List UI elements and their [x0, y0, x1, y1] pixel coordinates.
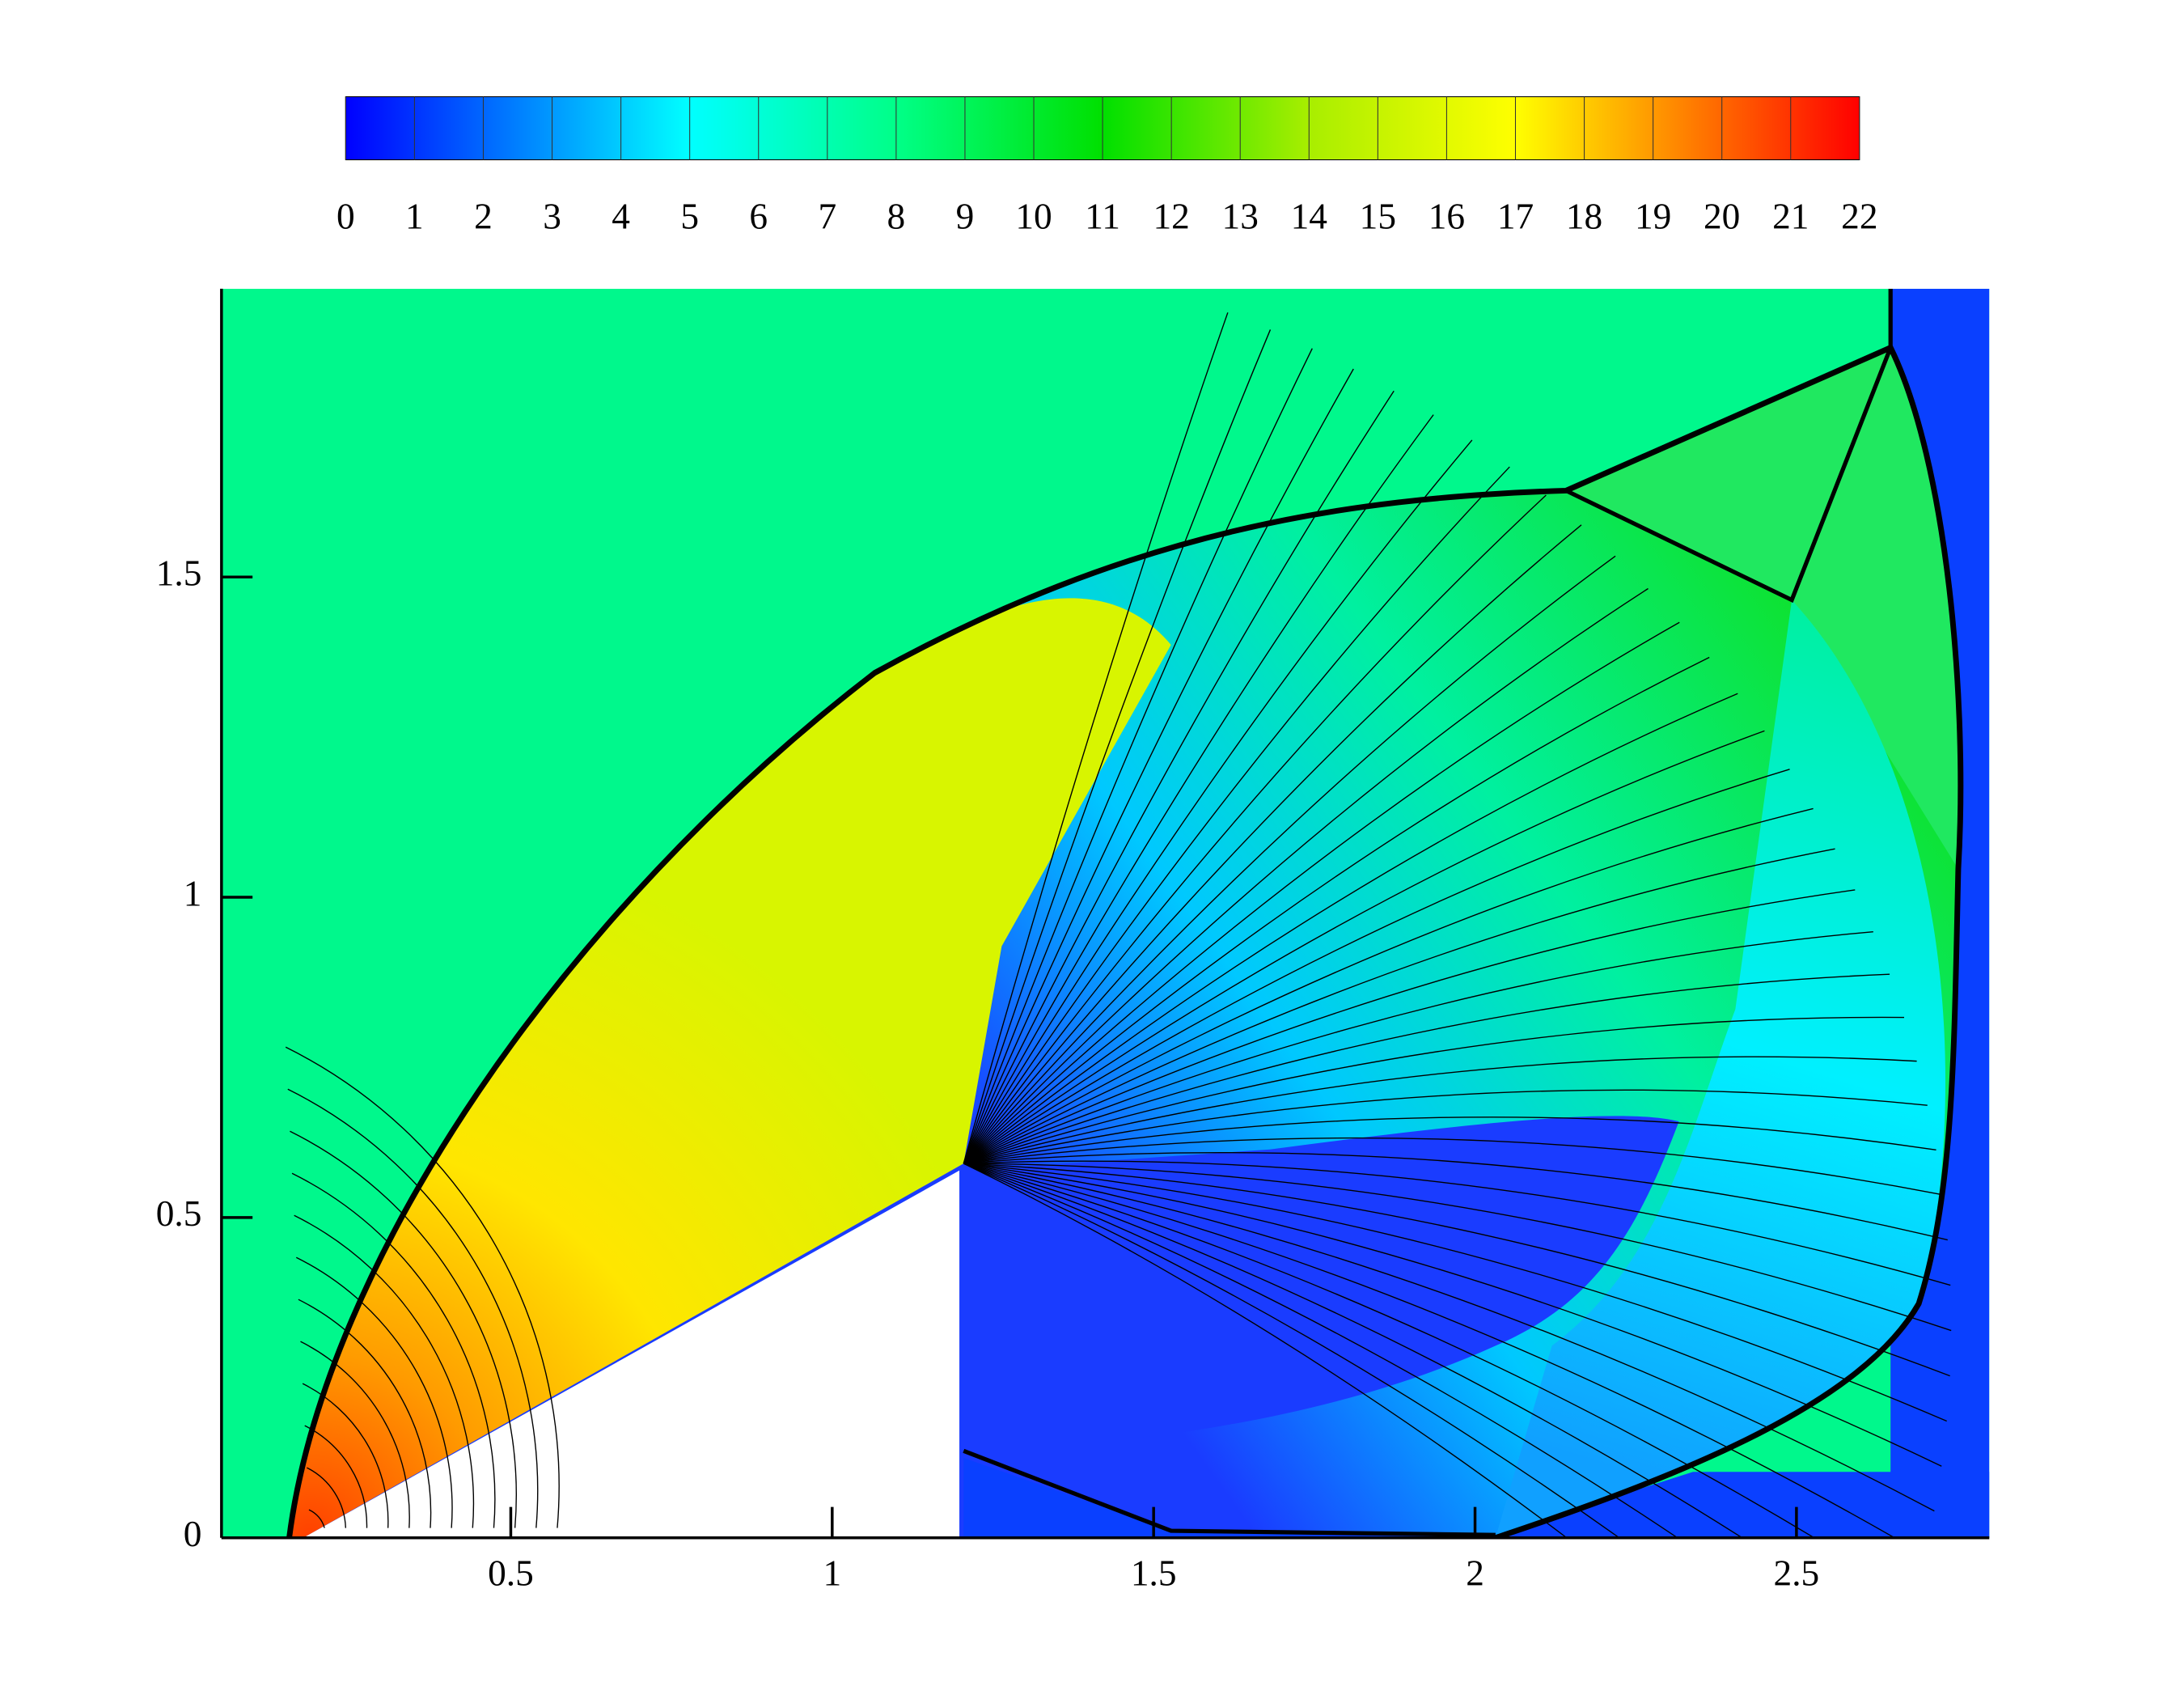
contour-line	[963, 1163, 1678, 1538]
post-shock-region	[289, 598, 1171, 1538]
contour-line	[963, 848, 1835, 1164]
colorbar-tick-label: 14	[1291, 197, 1327, 237]
contour-line	[963, 1163, 1620, 1538]
contour-line	[963, 1163, 1950, 1377]
y-tick-label: 1	[184, 874, 202, 914]
vortex-region	[1495, 600, 1946, 1538]
colorbar-tick-label: 4	[612, 197, 630, 237]
contour-field	[221, 288, 1990, 1538]
x-tick-label: 2.5	[1774, 1553, 1820, 1594]
colorbar-tick-label: 0	[336, 197, 355, 237]
contour-line	[963, 466, 1510, 1164]
contour-line	[963, 1163, 1935, 1512]
contour-line	[963, 1016, 1905, 1164]
contour-line	[963, 1116, 1936, 1164]
wall-shock	[963, 1448, 1496, 1537]
contour-line	[963, 494, 1547, 1164]
x-tick-label: 1	[823, 1553, 841, 1594]
contour-line	[963, 312, 1229, 1164]
colorbar-tick-label: 12	[1153, 197, 1189, 237]
contour-line	[963, 555, 1616, 1164]
contour-line	[963, 368, 1354, 1164]
contour-line	[307, 1467, 347, 1528]
contour-line	[308, 1509, 325, 1528]
contour-line	[963, 390, 1395, 1164]
y-tick-label: 1.5	[156, 553, 202, 594]
contour-line	[963, 524, 1582, 1164]
contour-line	[963, 1163, 1816, 1538]
colorbar-tick-label: 3	[543, 197, 561, 237]
contour-line	[963, 930, 1873, 1164]
contour-line	[963, 1163, 1744, 1538]
colorbar-tick-label: 21	[1772, 197, 1809, 237]
contour-line	[963, 1163, 1896, 1538]
y-tick-label: 0	[184, 1514, 202, 1554]
contour-line	[963, 973, 1890, 1164]
colorbar-tick-label: 6	[749, 197, 768, 237]
colorbar-tick-label: 19	[1635, 197, 1671, 237]
contour-line	[298, 1299, 432, 1528]
contour-line	[963, 1163, 1568, 1538]
contour-line	[963, 889, 1856, 1164]
expansion-region	[963, 1116, 1679, 1451]
contour-line	[291, 1172, 496, 1528]
colorbar-tick-label: 11	[1085, 197, 1120, 237]
contour-line	[963, 1089, 1928, 1164]
colorbar-tick-label: 18	[1566, 197, 1602, 237]
contour-line	[287, 1088, 539, 1528]
contour-line	[963, 1056, 1917, 1164]
contour-line	[300, 1341, 410, 1528]
contour-line	[963, 348, 1313, 1164]
colorbar-tick-label: 17	[1497, 197, 1534, 237]
colorbar-tick-label: 1	[405, 197, 424, 237]
colorbar-tick-label: 5	[680, 197, 699, 237]
contour-line	[963, 730, 1765, 1164]
contour-line	[290, 1130, 517, 1528]
colorbar-tick-label: 2	[474, 197, 493, 237]
contour-line	[963, 1137, 1944, 1196]
contour-line	[963, 1163, 1947, 1422]
x-tick-label: 0.5	[488, 1553, 534, 1594]
colorbar-tick-label: 16	[1428, 197, 1465, 237]
contour-line	[963, 1163, 1952, 1332]
contour-line	[963, 329, 1272, 1164]
bow-shock	[286, 344, 1964, 1538]
contour-line	[963, 587, 1649, 1164]
colorbar-tick-label: 10	[1015, 197, 1052, 237]
contour-line	[963, 621, 1680, 1164]
contour-line	[963, 693, 1738, 1164]
contour-lines	[285, 312, 1952, 1538]
contour-line	[295, 1256, 453, 1528]
colorbar-tick-label: 9	[956, 197, 975, 237]
contour-line	[285, 1046, 560, 1528]
contour-line	[963, 656, 1710, 1164]
contour-line	[963, 807, 1814, 1164]
triple-point-lines	[1564, 288, 1893, 604]
contour-line	[963, 439, 1473, 1164]
contour-line	[963, 1163, 1942, 1467]
contour-line	[294, 1214, 475, 1528]
y-tick-label: 0.5	[156, 1193, 202, 1234]
wall-region	[963, 1457, 1990, 1538]
contour-line	[963, 414, 1434, 1164]
colorbar-tick-label: 22	[1841, 197, 1877, 237]
colorbar-tick-label: 20	[1704, 197, 1740, 237]
colorbar-tick-label: 13	[1222, 197, 1259, 237]
contour-line	[304, 1425, 368, 1528]
contour-line	[963, 1160, 1951, 1286]
x-tick-label: 2	[1466, 1553, 1484, 1594]
contour-line	[963, 769, 1790, 1164]
x-tick-label: 1.5	[1131, 1553, 1177, 1594]
colorbar-tick-label: 8	[887, 197, 906, 237]
colorbar-tick-label: 7	[818, 197, 836, 237]
contour-line	[963, 1152, 1948, 1241]
colorbar-tick-label: 15	[1360, 197, 1396, 237]
mach-stem-region	[1566, 347, 1961, 870]
